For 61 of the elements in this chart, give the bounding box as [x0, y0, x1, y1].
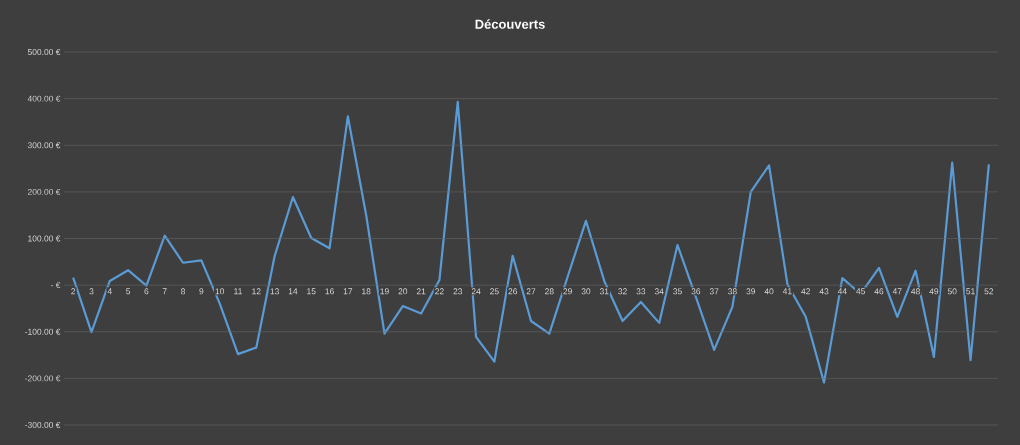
- y-tick-label: -100.00 €: [25, 328, 61, 335]
- x-tick-label: 40: [764, 288, 774, 295]
- x-tick-label: 2: [71, 288, 76, 295]
- x-tick-label: 31: [599, 288, 609, 295]
- x-tick-label: 27: [526, 288, 536, 295]
- x-tick-label: 22: [435, 288, 444, 295]
- x-tick-label: 46: [874, 288, 884, 295]
- x-tick-label: 52: [984, 288, 994, 295]
- x-tick-label: 41: [782, 288, 792, 295]
- x-tick-label: 32: [618, 288, 627, 295]
- x-tick-label: 8: [181, 288, 186, 295]
- x-tick-label: 7: [162, 288, 167, 295]
- x-tick-label: 35: [673, 288, 682, 295]
- x-tick-label: 44: [837, 288, 847, 295]
- x-tick-label: 5: [126, 288, 131, 295]
- x-tick-label: 20: [398, 288, 408, 295]
- x-tick-label: 30: [581, 288, 591, 295]
- x-tick-label: 29: [563, 288, 572, 295]
- x-tick-label: 23: [453, 288, 463, 295]
- x-tick-label: 33: [636, 288, 646, 295]
- y-tick-label: 500.00 €: [27, 49, 61, 55]
- x-tick-label: 42: [801, 288, 810, 295]
- x-tick-label: 48: [911, 288, 920, 295]
- x-tick-label: 10: [215, 288, 225, 295]
- x-tick-label: 28: [545, 288, 554, 295]
- x-tick-label: 37: [709, 288, 719, 295]
- x-tick-label: 45: [856, 288, 866, 295]
- y-tick-label: 100.00 €: [28, 235, 61, 242]
- x-tick-label: 18: [362, 288, 371, 295]
- y-tick-label: 300.00 €: [27, 142, 61, 149]
- x-tick-label: 26: [508, 288, 518, 295]
- x-tick-label: 47: [892, 288, 902, 295]
- x-tick-label: 21: [416, 288, 426, 295]
- chart-title: Découverts: [475, 19, 545, 29]
- x-tick-label: 36: [691, 288, 701, 295]
- y-tick-label: - €: [50, 282, 61, 289]
- x-tick-label: 49: [929, 288, 939, 295]
- x-tick-label: 50: [947, 288, 957, 295]
- x-tick-label: 34: [654, 288, 664, 295]
- x-tick-label: 4: [107, 288, 112, 295]
- x-tick-label: 38: [728, 288, 737, 295]
- x-tick-label: 12: [252, 288, 261, 295]
- x-tick-label: 9: [199, 288, 204, 295]
- x-tick-label: 39: [746, 288, 756, 295]
- y-tick-label: 200.00 €: [27, 188, 61, 195]
- x-tick-label: 19: [380, 288, 389, 295]
- y-tick-label: -300.00 €: [25, 422, 61, 428]
- x-tick-label: 16: [325, 288, 334, 295]
- x-tick-label: 11: [234, 288, 242, 295]
- x-tick-label: 51: [966, 288, 975, 295]
- x-tick-label: 17: [343, 288, 353, 295]
- x-tick-label: 15: [307, 288, 316, 295]
- x-tick-label: 13: [270, 288, 279, 295]
- x-tick-label: 3: [89, 288, 94, 295]
- x-tick-label: 6: [144, 288, 149, 295]
- y-tick-label: -200.00 €: [25, 375, 61, 382]
- x-tick-label: 43: [819, 288, 829, 295]
- x-tick-label: 25: [490, 288, 499, 295]
- y-tick-label: 400.00 €: [27, 95, 61, 102]
- x-tick-label: 24: [471, 288, 481, 295]
- x-tick-label: 14: [288, 288, 298, 295]
